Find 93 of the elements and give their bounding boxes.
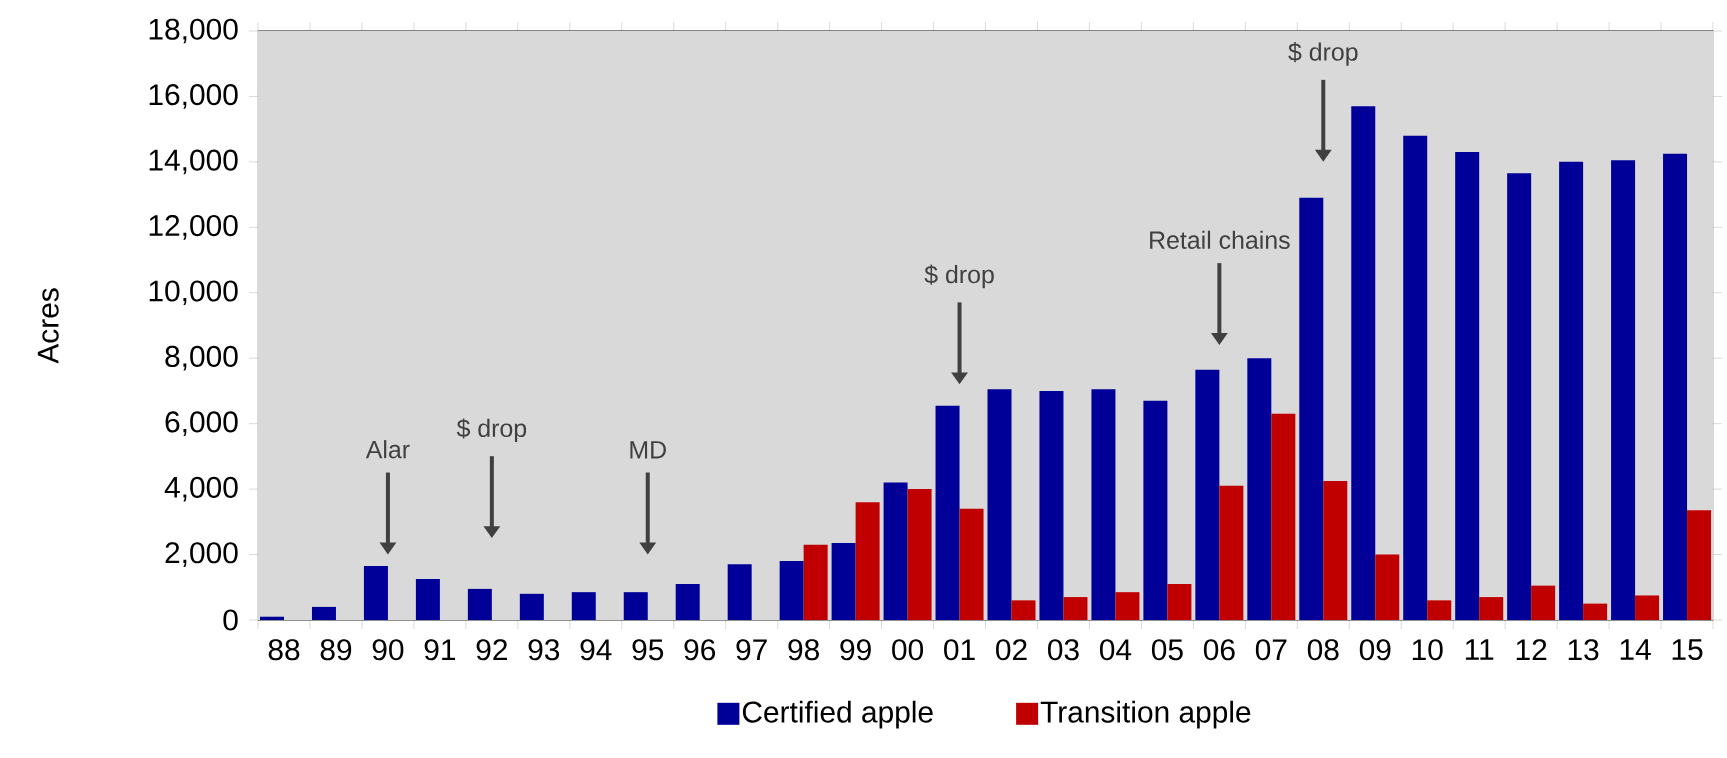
bar [1687, 510, 1712, 620]
bar [363, 565, 388, 620]
legend-label: Transition apple [1040, 700, 1251, 729]
y-tick-label: 14,000 [149, 149, 238, 175]
bar [1611, 160, 1636, 620]
bar [1323, 480, 1348, 620]
bar [959, 508, 984, 620]
bar [1507, 173, 1532, 620]
x-tick-label: 99 [840, 639, 871, 661]
x-tick-label: 88 [268, 639, 300, 661]
bar [1531, 585, 1556, 620]
bar [260, 616, 284, 620]
bar [623, 592, 648, 620]
bar [1247, 358, 1272, 620]
bar [1299, 197, 1324, 620]
x-tick-label: 91 [424, 639, 456, 661]
y-axis-title: Acres [37, 288, 59, 364]
bar [1115, 592, 1140, 620]
bar [855, 502, 880, 620]
bar [1271, 413, 1296, 620]
x-tick-label: 00 [892, 639, 924, 661]
x-tick-label: 94 [580, 639, 612, 661]
bar [1663, 153, 1688, 620]
bar [803, 544, 828, 620]
bar [311, 606, 336, 620]
x-tick-label: 97 [736, 639, 767, 661]
x-tick-label: 06 [1203, 639, 1235, 661]
x-tick-label: 92 [476, 639, 507, 661]
bar [1403, 135, 1428, 620]
bar [935, 405, 960, 620]
x-tick-label: 13 [1568, 639, 1599, 661]
bar [987, 389, 1012, 620]
y-tick-label: 8,000 [165, 345, 238, 371]
x-tick-label: 05 [1151, 639, 1183, 661]
bar [1351, 106, 1376, 620]
bar [519, 593, 544, 620]
bar [1011, 600, 1036, 620]
bar [1479, 597, 1504, 620]
bar [1375, 554, 1400, 620]
x-tick-label: 01 [944, 639, 975, 661]
legend-label: Certified apple [742, 700, 933, 729]
bar [1635, 595, 1660, 620]
y-tick-label: 18,000 [149, 18, 238, 44]
y-tick-label: 10,000 [149, 280, 238, 306]
bar [571, 592, 596, 620]
x-tick-label: 04 [1099, 639, 1132, 661]
bar [727, 564, 752, 620]
bar [779, 561, 804, 620]
bar [883, 482, 908, 620]
annotation: MD [630, 441, 666, 459]
y-tick-label: 12,000 [149, 214, 238, 240]
annotation: $ drop [1288, 42, 1358, 66]
x-tick-label: 10 [1412, 639, 1443, 661]
bar [1219, 485, 1244, 620]
bar [1167, 583, 1192, 620]
x-tick-label: 09 [1359, 639, 1391, 661]
bar [831, 543, 856, 620]
bar [1063, 597, 1088, 620]
y-tick-label: 16,000 [149, 84, 238, 109]
bar [1091, 389, 1116, 620]
annotation: $ drop [456, 418, 527, 443]
x-tick-label: 89 [320, 639, 352, 661]
bar [675, 583, 700, 620]
x-tick-label: 02 [996, 639, 1027, 661]
bar [1559, 161, 1584, 620]
x-tick-label: 96 [684, 639, 716, 661]
bar [467, 588, 492, 620]
y-tick-label: 6,000 [165, 411, 238, 436]
y-tick-label: 2,000 [165, 542, 238, 567]
annotation: Retail chains [1150, 230, 1290, 249]
x-tick-label: 11 [1465, 639, 1494, 660]
x-tick-label: 07 [1255, 639, 1287, 661]
y-tick-label: 0 [223, 609, 238, 631]
bar [1427, 600, 1452, 620]
bar [415, 579, 440, 620]
bar [1455, 152, 1480, 620]
x-tick-label: 03 [1048, 639, 1079, 661]
x-tick-label: 08 [1307, 639, 1339, 661]
x-tick-label: 14 [1620, 639, 1651, 660]
bar [1039, 390, 1064, 620]
y-tick-label: 4,000 [164, 476, 238, 502]
x-tick-label: 95 [632, 639, 664, 661]
x-tick-label: 93 [528, 639, 560, 661]
annotation: Alar [365, 440, 410, 459]
annotation: $ drop [924, 264, 994, 289]
x-tick-label: 15 [1672, 639, 1703, 661]
bar [907, 489, 932, 620]
bar [1195, 369, 1220, 620]
bar [1143, 400, 1168, 620]
x-tick-label: 12 [1516, 639, 1547, 661]
bar [1583, 603, 1608, 620]
x-tick-label: 90 [372, 639, 404, 661]
x-tick-label: 98 [788, 639, 819, 661]
